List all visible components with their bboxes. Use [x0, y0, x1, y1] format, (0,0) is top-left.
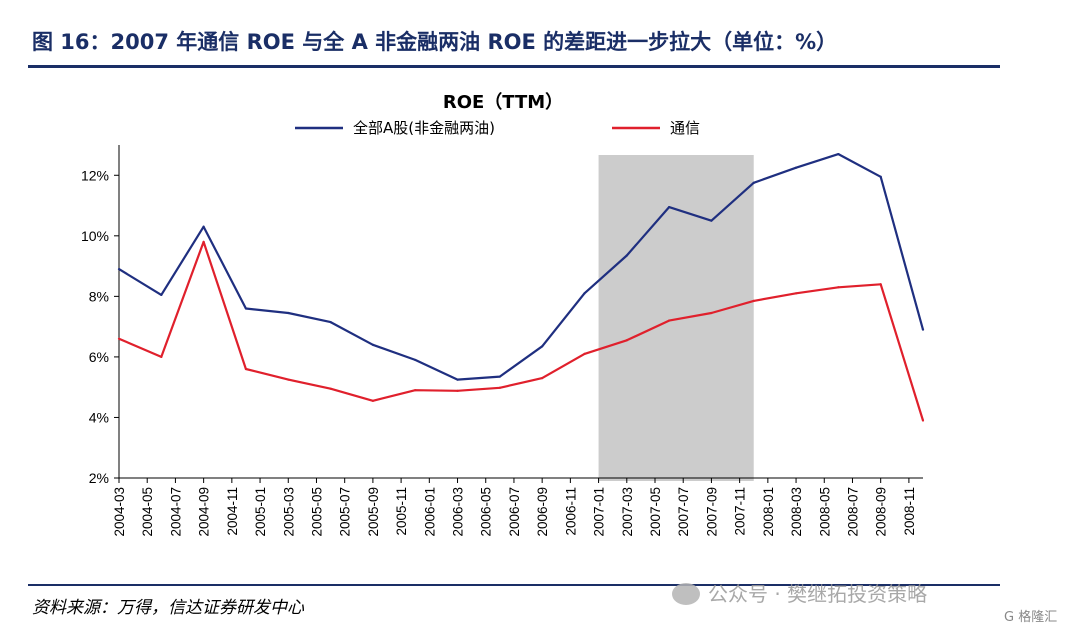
x-tick-label: 2007-03: [620, 487, 635, 537]
series-2-point: [541, 377, 544, 380]
series-2-point: [668, 319, 671, 322]
chart-title: ROE（TTM）: [443, 92, 563, 113]
x-tick-label: 2006-01: [422, 487, 437, 537]
series-1-point: [668, 205, 671, 209]
footer-divider: [28, 584, 1000, 586]
series-2-point: [244, 367, 248, 371]
series-2-point: [117, 337, 121, 340]
series-2-point: [794, 292, 798, 295]
series-2-point: [371, 399, 374, 402]
source-note: 资料来源：万得，信达证券研发中心: [32, 598, 304, 618]
series-1-point: [710, 219, 713, 222]
series-1-point: [625, 254, 628, 257]
x-tick-label: 2008-09: [874, 487, 889, 537]
series-2-point: [583, 352, 586, 355]
series-1-point: [414, 358, 417, 362]
series-2-point: [625, 339, 628, 342]
x-tick-label: 2004-09: [197, 487, 212, 537]
series-2-point: [752, 299, 755, 303]
watermark-text: 公众号 · 樊继拓投资策略: [708, 582, 928, 606]
series-1-point: [329, 320, 332, 324]
x-tick-label: 2005-03: [281, 487, 296, 537]
x-tick-label: 2007-01: [592, 487, 607, 537]
x-tick-label: 2005-01: [253, 487, 268, 537]
x-tick-label: 2005-11: [394, 487, 409, 536]
series-1-point: [287, 311, 290, 315]
x-tick-label: 2006-05: [479, 487, 494, 537]
series-1-point: [160, 293, 163, 296]
x-tick-label: 2007-11: [733, 487, 748, 536]
y-tick-label: 6%: [89, 349, 109, 365]
series-2-point: [160, 355, 163, 359]
watermark: 公众号 · 樊继拓投资策略: [672, 578, 927, 607]
y-tick-label: 8%: [89, 288, 109, 304]
figure-title: 图 16：2007 年通信 ROE 与全 A 非金融两油 ROE 的差距进一步拉…: [32, 30, 838, 54]
series-line-2: [118, 240, 925, 421]
x-tick-label: 2005-07: [338, 487, 353, 537]
x-tick-label: 2004-11: [225, 487, 240, 536]
x-tick-label: 2005-09: [366, 487, 381, 537]
y-tick-label: 4%: [89, 409, 109, 425]
x-tick-label: 2004-03: [112, 487, 127, 537]
series-1-point: [921, 328, 925, 331]
x-tick-label: 2007-09: [704, 487, 719, 537]
y-tick-label: 12%: [81, 167, 109, 183]
x-tick-label: 2008-01: [761, 487, 776, 537]
x-tick-label: 2007-05: [648, 487, 663, 537]
series-2-point: [498, 386, 501, 389]
x-tick-label: 2004-07: [168, 487, 183, 537]
series-1-point: [752, 181, 755, 184]
x-tick-label: 2006-03: [451, 487, 466, 537]
legend-label-1: 全部A股(非金融两油): [353, 119, 495, 137]
series-1-point: [583, 292, 586, 295]
series-1-point: [879, 175, 882, 178]
y-tick-label: 2%: [89, 470, 109, 486]
series-1-point: [456, 378, 459, 381]
series-1-point: [371, 343, 374, 346]
legend-label-2: 通信: [670, 119, 700, 137]
x-tick-label: 2006-09: [535, 487, 550, 537]
x-tick-label: 2008-03: [789, 487, 804, 537]
x-tick-label: 2008-07: [845, 487, 860, 537]
series-1-point: [498, 375, 501, 378]
series-1-point: [117, 268, 121, 271]
series-2-point: [837, 286, 840, 289]
series-2-point: [414, 389, 417, 392]
x-tick-label: 2008-11: [902, 487, 917, 536]
x-tick-label: 2006-07: [507, 487, 522, 537]
series-line-1: [118, 153, 925, 381]
series-1-point: [541, 345, 544, 348]
x-tick-label: 2007-07: [676, 487, 691, 537]
series-2-point: [202, 240, 205, 243]
series-2-point: [879, 283, 882, 286]
series-1-point: [794, 166, 798, 169]
x-tick-label: 2004-05: [140, 487, 155, 537]
series-layer: [117, 152, 925, 422]
series-2-point: [329, 387, 332, 390]
axis-layer: 2% 4% 6% 8% 10% 12% 2004-03 2004-05 2004-07 2004-…: [81, 145, 923, 537]
series-2-point: [710, 311, 713, 315]
series-1-point: [202, 225, 205, 228]
x-tick-label: 2005-05: [309, 487, 324, 537]
series-2-point: [921, 419, 925, 422]
legend: 全部A股(非金融两油) 通信: [295, 119, 700, 137]
series-2-point: [456, 389, 459, 392]
series-1-point: [837, 152, 840, 156]
wechat-icon: [672, 582, 700, 605]
title-divider: [28, 65, 1000, 68]
series-1-point: [244, 307, 248, 310]
roe-line-chart: 2% 4% 6% 8% 10% 12% 2004-03 2004-05 2004-07 2004-…: [81, 92, 925, 537]
series-2-point: [287, 378, 290, 381]
y-tick-label: 10%: [81, 228, 109, 244]
x-tick-label: 2008-05: [817, 487, 832, 537]
corner-badge: G 格隆汇: [1004, 610, 1058, 625]
x-tick-label: 2006-11: [563, 487, 578, 536]
